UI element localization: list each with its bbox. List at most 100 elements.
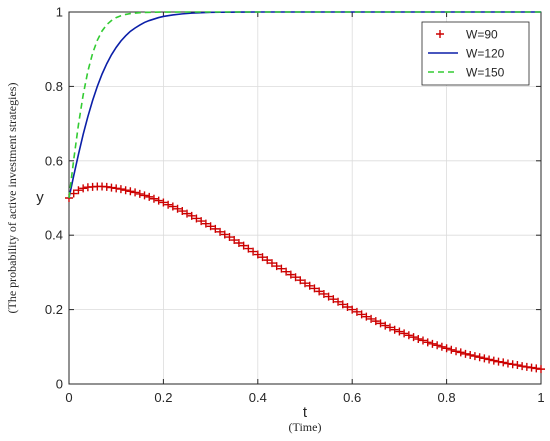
data-point-marker [211,224,220,233]
y-tick-label: 0 [56,377,63,392]
data-point-marker [324,292,333,301]
data-point-marker [234,239,243,248]
data-point-marker [79,184,88,193]
data-point-marker [267,259,276,268]
data-point-marker [74,186,83,195]
data-point-marker [168,202,177,211]
data-point-marker [305,281,314,290]
data-point-marker [470,352,479,361]
data-point-marker [414,334,423,343]
data-point-marker [206,222,215,231]
data-point-marker [442,344,451,353]
x-tick-label: 0.2 [154,390,172,405]
data-point-marker [508,360,517,369]
data-point-marker [475,353,484,362]
data-point-marker [409,333,418,342]
data-point-marker [527,363,536,372]
data-point-marker [178,207,187,216]
data-point-marker [485,355,494,364]
legend-marker [436,30,444,38]
data-point-marker [249,247,258,256]
data-point-marker [480,354,489,363]
series-group [65,11,545,374]
data-point-marker [145,192,154,201]
data-point-marker [461,349,470,358]
legend-entries: W=90 W=120 W=150 [428,28,505,80]
legend-entry: W=90 [436,28,498,42]
y-tick-label: 0.4 [45,228,63,243]
data-point-marker [404,331,413,340]
data-point-marker [296,276,305,285]
data-point-marker [121,186,130,195]
series-w-90 [65,182,545,374]
data-point-marker [253,250,262,259]
data-point-marker [126,187,135,196]
data-point-marker [489,356,498,365]
y-axis-label: y [36,189,44,206]
data-point-marker [310,284,319,293]
data-point-marker [466,350,475,359]
data-point-marker [239,241,248,250]
data-point-marker [334,297,343,306]
data-point-marker [352,307,361,316]
x-tick-label: 0 [65,390,72,405]
data-point-marker [282,267,291,276]
x-tick-label: 1 [537,390,544,405]
data-point-marker [433,341,442,350]
data-point-marker [140,191,149,200]
data-point-marker [192,214,201,223]
data-point-marker [522,362,531,371]
data-point-marker [187,211,196,220]
data-point-marker [381,321,390,330]
data-point-marker [286,270,295,279]
data-point-marker [131,188,140,197]
data-point-marker [390,325,399,334]
data-point-marker [419,336,427,345]
data-point-marker [173,204,182,213]
data-point-marker [263,256,272,265]
x-axis-sublabel: (Time) [289,420,322,434]
data-point-marker [107,183,116,192]
data-point-marker [400,329,409,338]
data-point-marker [385,323,394,332]
x-axis-label: t [303,404,308,421]
data-point-marker [371,317,380,326]
legend-entry: W=120 [428,47,505,61]
data-point-marker [423,338,432,347]
data-point-marker [494,357,503,366]
y-tick-label: 0.6 [45,153,63,168]
y-tick-label: 0.2 [45,302,63,317]
data-point-marker [319,289,328,298]
legend: W=90 W=120 W=150 [421,21,530,86]
data-point-marker [437,342,446,351]
data-point-marker [367,314,376,323]
data-point-marker [135,189,144,198]
y-axis-sublabel: (The probability of active investment st… [5,83,19,314]
data-point-marker [277,264,286,273]
data-point-marker [362,312,371,321]
data-point-marker [244,244,253,253]
data-point-marker [513,361,522,370]
data-point-marker [499,358,508,367]
data-point-marker [376,319,385,328]
data-point-marker [258,253,267,262]
data-point-marker [338,300,347,309]
x-tick-label: 0.4 [249,390,267,405]
y-tick-label: 0.8 [45,79,63,94]
data-point-marker [315,287,324,296]
data-point-marker [343,302,352,311]
data-point-marker [532,364,541,373]
data-point-marker [225,233,234,242]
data-point-marker [357,310,366,319]
data-point-marker [272,262,281,271]
data-point-marker [348,305,357,314]
series-w-150 [68,11,541,199]
legend-entry: W=150 [428,66,505,80]
data-point-marker [102,182,111,191]
data-point-marker [395,327,404,336]
data-point-marker [329,295,338,304]
data-point-marker [201,219,210,228]
axis-ticks: 0 0.2 0.4 0.6 0.8 1 0 0.2 0.4 0.6 0.8 1 [45,5,545,406]
data-point-marker [537,365,545,374]
series-line [68,11,541,199]
